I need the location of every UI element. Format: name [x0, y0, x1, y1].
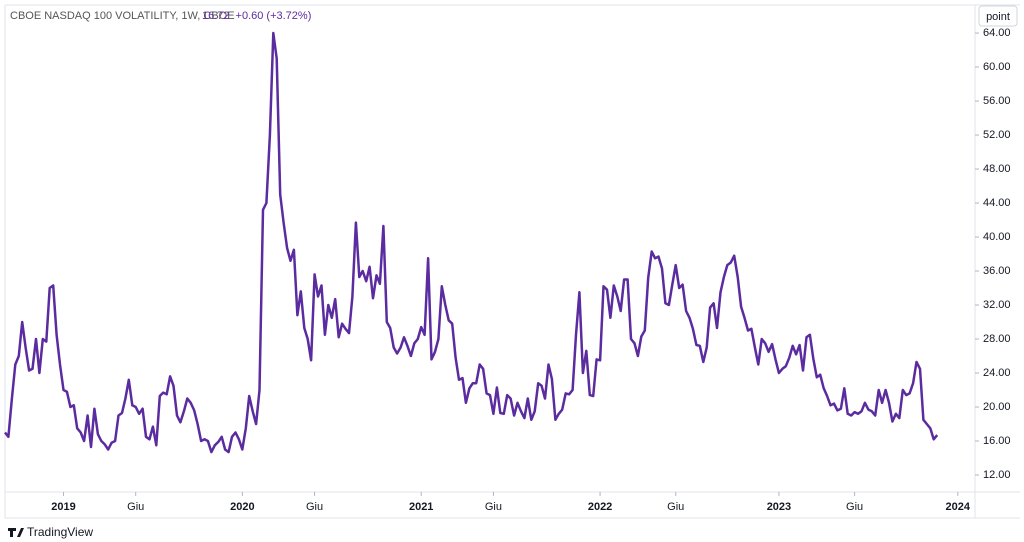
- y-tick-label: 44.00: [983, 197, 1011, 209]
- x-tick-label: 2019: [51, 501, 75, 513]
- button[interactable]: [978, 5, 1018, 27]
- y-tick-label: 24.00: [983, 367, 1011, 379]
- y-tick-label: 40.00: [983, 231, 1011, 243]
- y-tick-label: 52.00: [983, 129, 1011, 141]
- chart-title: CBOE NASDAQ 100 VOLATILITY, 1W, CBOE: [10, 10, 235, 22]
- x-tick-label: Giu: [306, 501, 323, 513]
- brand: TradingView: [27, 525, 93, 539]
- button-label[interactable]: point: [986, 11, 1010, 23]
- x-tick-label: 2023: [767, 501, 791, 513]
- x-tick-label: Giu: [485, 501, 502, 513]
- x-tick-label: 2022: [588, 501, 612, 513]
- last-price: 16.72: [202, 10, 230, 22]
- x-tick-label: 2020: [230, 501, 254, 513]
- x-tick-label: Giu: [127, 501, 144, 513]
- y-tick-label: 64.00: [983, 27, 1011, 39]
- logo-icon: [8, 528, 24, 537]
- y-tick-label: 32.00: [983, 299, 1011, 311]
- price-change: +0.60 (+3.72%): [236, 10, 312, 22]
- y-tick-label: 36.00: [983, 265, 1011, 277]
- y-tick-label: 48.00: [983, 163, 1011, 175]
- y-tick-label: 20.00: [983, 401, 1011, 413]
- x-tick-label: 2024: [946, 501, 971, 513]
- y-tick-label: 12.00: [983, 469, 1011, 481]
- y-tick-label: 16.00: [983, 435, 1011, 447]
- x-tick-label: Giu: [846, 501, 863, 513]
- y-tick-label: 60.00: [983, 61, 1011, 73]
- x-tick-label: Giu: [667, 501, 684, 513]
- x-tick-label: 2021: [409, 501, 433, 513]
- y-tick-label: 28.00: [983, 333, 1011, 345]
- price-line: [4, 31, 939, 454]
- y-tick-label: 56.00: [983, 95, 1011, 107]
